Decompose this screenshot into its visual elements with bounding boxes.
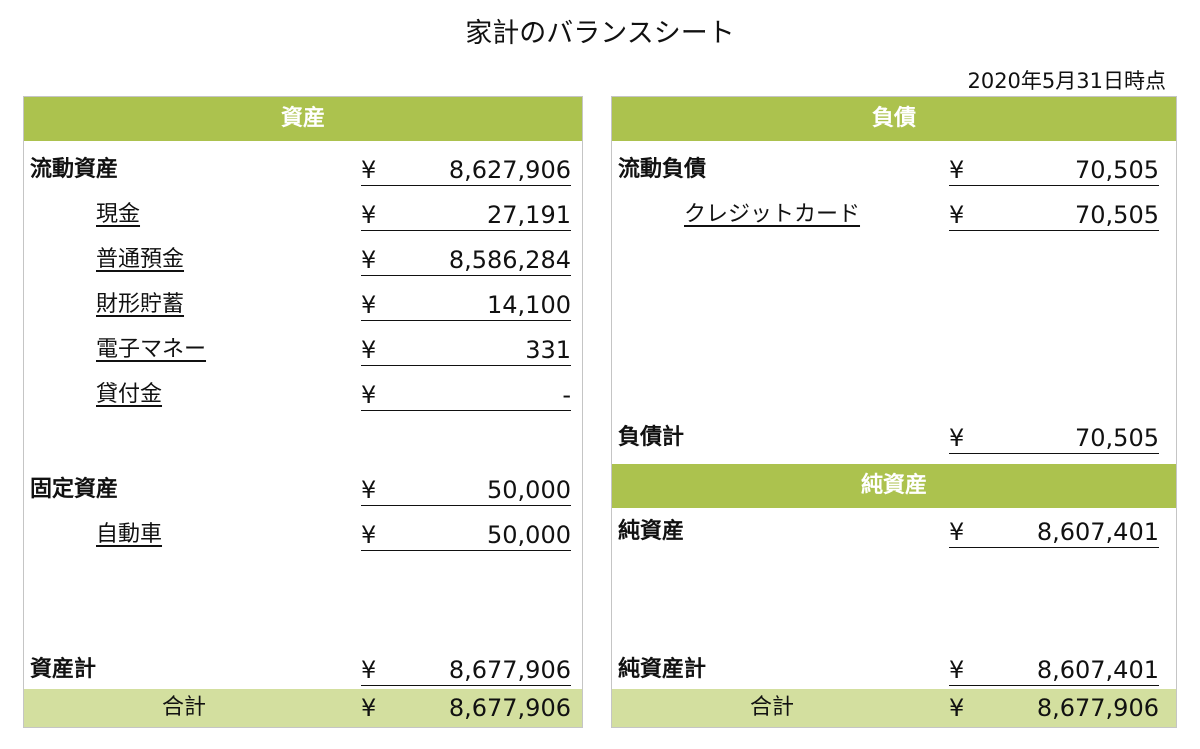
asset-item-amount: ¥ 8,586,284 [361,246,571,276]
liability-item-credit-card: クレジットカード ¥ 70,505 [612,192,1176,236]
page-title: 家計のバランスシート [465,18,735,49]
assets-total-row: 合計 ¥ 8,677,906 [24,689,582,727]
current-liabilities-label: 流動負債 [618,157,707,182]
fixed-assets-row: 固定資産 ¥ 50,000 [24,467,582,511]
assets-subtotal-label: 資産計 [30,657,97,682]
asset-item-zaikei: 財形貯蓄 ¥ 14,100 [24,282,582,326]
liabilities-subtotal-amount: ¥ 70,505 [949,424,1159,454]
liabilities-total-amount: ¥ 8,677,906 [949,694,1159,722]
asset-item-savings: 普通預金 ¥ 8,586,284 [24,237,582,281]
asset-item-amount: ¥ 331 [361,336,571,366]
net-assets-label: 純資産 [618,519,685,544]
asset-item-label: 貸付金 [96,382,163,407]
current-liabilities-row: 流動負債 ¥ 70,505 [612,147,1176,191]
liabilities-panel: 負債 流動負債 ¥ 70,505 クレジットカード ¥ 70,505 負債計 ¥… [611,96,1177,728]
liabilities-header: 負債 [612,97,1176,141]
asset-item-amount: ¥ 14,100 [361,291,571,321]
as-of-date: 2020年5月31日時点 [967,69,1166,93]
fixed-assets-label: 固定資産 [30,477,119,502]
current-assets-amount: ¥ 8,627,906 [361,156,571,186]
liabilities-total-label: 合計 [750,695,795,720]
assets-subtotal-amount: ¥ 8,677,906 [361,656,571,686]
net-assets-header: 純資産 [612,464,1176,508]
asset-item-amount: ¥ - [361,381,571,411]
net-assets-amount: ¥ 8,607,401 [949,518,1159,548]
assets-header: 資産 [24,97,582,141]
asset-item-label: 現金 [96,202,141,227]
liability-item-amount: ¥ 70,505 [949,201,1159,231]
current-liabilities-amount: ¥ 70,505 [949,156,1159,186]
net-assets-subtotal-amount: ¥ 8,607,401 [949,656,1159,686]
assets-subtotal-row: 資産計 ¥ 8,677,906 [24,647,582,691]
asset-item-loan: 貸付金 ¥ - [24,372,582,416]
asset-item-label: 財形貯蓄 [96,292,185,317]
asset-item-cash: 現金 ¥ 27,191 [24,192,582,236]
net-assets-subtotal-label: 純資産計 [618,657,707,682]
asset-item-label: 電子マネー [96,337,207,362]
asset-item-label: 自動車 [96,522,163,547]
liability-item-label: クレジットカード [684,202,861,227]
asset-item-amount: ¥ 50,000 [361,521,571,551]
asset-item-label: 普通預金 [96,247,185,272]
net-assets-subtotal-row: 純資産計 ¥ 8,607,401 [612,647,1176,691]
liabilities-total-row: 合計 ¥ 8,677,906 [612,689,1176,727]
net-assets-row: 純資産 ¥ 8,607,401 [612,509,1176,553]
asset-item-amount: ¥ 27,191 [361,201,571,231]
liabilities-subtotal-label: 負債計 [618,425,685,450]
current-assets-row: 流動資産 ¥ 8,627,906 [24,147,582,191]
assets-total-label: 合計 [162,695,207,720]
assets-panel: 資産 流動資産 ¥ 8,627,906 現金 ¥ 27,191 普通預金 ¥ 8… [23,96,583,728]
liabilities-subtotal-row: 負債計 ¥ 70,505 [612,415,1176,459]
fixed-assets-amount: ¥ 50,000 [361,476,571,506]
asset-item-car: 自動車 ¥ 50,000 [24,512,582,556]
asset-item-emoney: 電子マネー ¥ 331 [24,327,582,371]
current-assets-label: 流動資産 [30,157,119,182]
assets-total-amount: ¥ 8,677,906 [361,694,571,722]
